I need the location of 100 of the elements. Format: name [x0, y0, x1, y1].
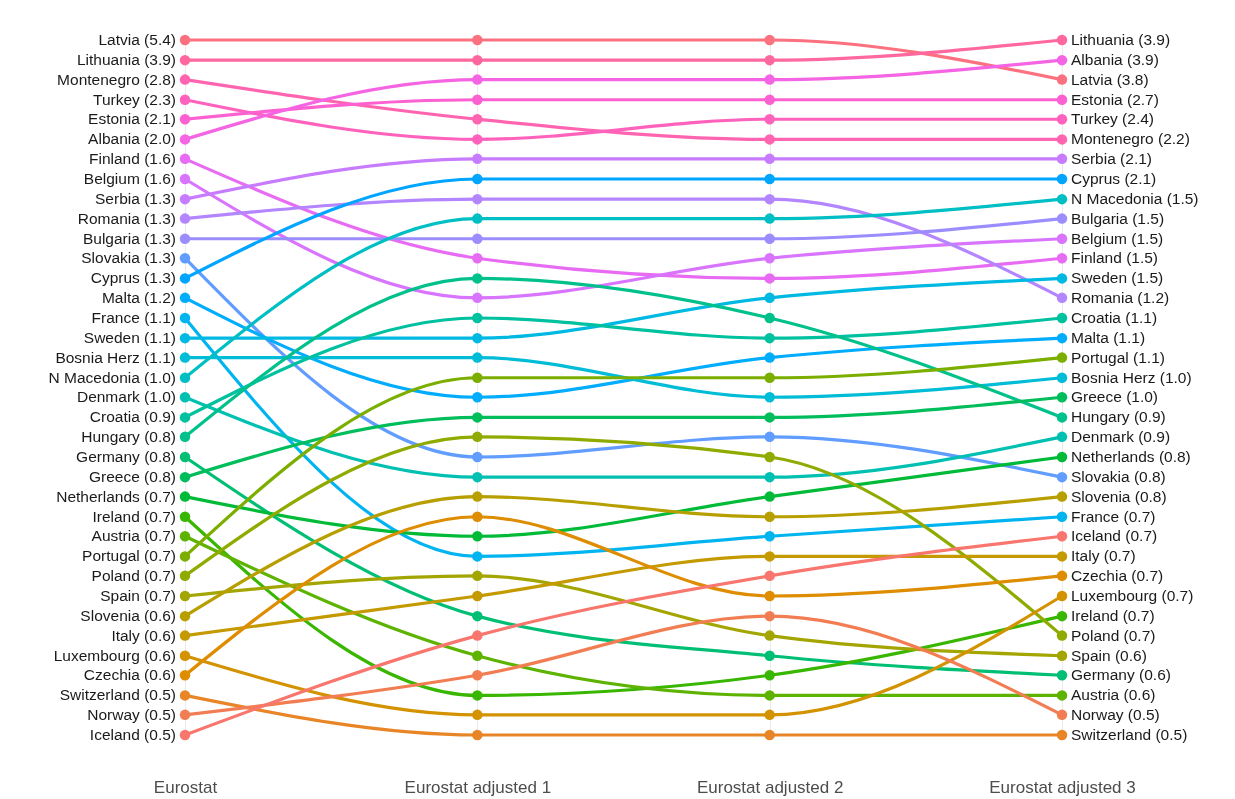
point	[472, 213, 483, 224]
point	[1056, 709, 1068, 721]
point	[472, 690, 483, 701]
annotation: Austria (0.7)	[91, 527, 176, 545]
annotation: Denmark (1.0)	[76, 388, 176, 406]
x-tick-label: Eurostat adjusted 1	[404, 777, 552, 797]
point	[179, 372, 191, 383]
annotation: Cyprus (2.1)	[1071, 170, 1157, 187]
annotation: Switzerland (0.5)	[1071, 726, 1188, 743]
annotation: Greece (0.8)	[88, 468, 176, 486]
point	[472, 94, 483, 105]
point	[179, 491, 191, 502]
point	[1056, 729, 1068, 741]
point	[1056, 690, 1068, 701]
point	[472, 54, 483, 66]
annotation: Estonia (2.1)	[88, 110, 176, 128]
point	[179, 233, 191, 244]
annotation: Luxembourg (0.7)	[1071, 587, 1194, 604]
point	[764, 292, 775, 304]
point	[472, 372, 483, 383]
point	[179, 729, 191, 741]
point	[1056, 114, 1068, 125]
point	[764, 134, 775, 145]
point	[1056, 273, 1068, 284]
point	[764, 670, 775, 681]
annotation: Estonia (2.7)	[1071, 90, 1159, 108]
point	[472, 610, 483, 622]
point	[472, 630, 483, 641]
annotation: Poland (0.7)	[91, 566, 176, 584]
point	[1056, 531, 1068, 542]
point	[1056, 332, 1068, 344]
annotation: Lithuania (3.9)	[1071, 31, 1171, 48]
point	[764, 650, 775, 661]
annotation: Greece (1.0)	[1071, 388, 1159, 406]
point	[472, 551, 483, 562]
point	[1056, 372, 1068, 383]
point	[764, 511, 775, 522]
point	[179, 312, 191, 324]
annotation: Finland (1.5)	[1071, 249, 1159, 267]
point	[472, 511, 483, 522]
point	[472, 451, 483, 463]
point	[764, 273, 775, 284]
point	[472, 590, 483, 602]
point	[764, 729, 775, 741]
annotation: Netherlands (0.8)	[1071, 448, 1191, 465]
point	[179, 431, 191, 443]
point	[179, 332, 191, 344]
annotation: Luxembourg (0.6)	[53, 646, 176, 664]
point	[472, 332, 483, 344]
annotation: Netherlands (0.7)	[56, 487, 176, 505]
x-tick-label: Eurostat adjusted 2	[696, 777, 844, 797]
annotation: Spain (0.6)	[1071, 646, 1147, 664]
point	[179, 173, 191, 185]
annotation: Croatia (1.1)	[1071, 309, 1158, 326]
point	[1056, 233, 1068, 244]
annotation: Romania (1.3)	[77, 209, 176, 227]
x-tick-label: Eurostat	[153, 777, 218, 797]
point	[764, 590, 775, 602]
point	[179, 74, 191, 85]
point	[179, 709, 191, 721]
point	[764, 94, 775, 105]
point	[1056, 392, 1068, 403]
point	[472, 153, 483, 165]
point	[764, 531, 775, 542]
point	[472, 412, 483, 423]
point	[1056, 551, 1068, 562]
annotation: Italy (0.6)	[111, 626, 176, 644]
annotation: Switzerland (0.5)	[59, 686, 176, 704]
point	[1056, 134, 1068, 145]
point	[764, 173, 775, 185]
annotation: Malta (1.1)	[1071, 329, 1146, 347]
point	[764, 153, 775, 165]
point	[1056, 590, 1068, 602]
point	[764, 412, 775, 423]
point	[179, 94, 191, 105]
annotation: Lithuania (3.9)	[76, 51, 176, 69]
annotation: Belgium (1.6)	[83, 170, 176, 187]
point	[764, 372, 775, 383]
point	[179, 471, 191, 483]
annotation: Hungary (0.8)	[81, 427, 176, 445]
point	[1056, 193, 1068, 205]
point	[764, 551, 775, 562]
point	[1056, 153, 1068, 165]
point	[179, 511, 191, 522]
point	[472, 431, 483, 443]
annotation: Bosnia Herz (1.1)	[55, 348, 176, 366]
annotation: Sweden (1.1)	[83, 329, 176, 347]
annotation: Iceland (0.5)	[89, 726, 176, 743]
point	[179, 273, 191, 284]
point	[764, 630, 775, 641]
annotation: Portugal (1.1)	[1071, 348, 1165, 366]
annotation: Norway (0.5)	[1071, 705, 1160, 723]
annotation: Poland (0.7)	[1071, 626, 1156, 644]
annotation: Albania (2.0)	[88, 130, 176, 148]
annotation: Finland (1.6)	[88, 149, 176, 167]
point	[179, 650, 191, 661]
point	[179, 610, 191, 622]
point	[1056, 511, 1068, 522]
point	[179, 412, 191, 423]
point	[179, 153, 191, 165]
